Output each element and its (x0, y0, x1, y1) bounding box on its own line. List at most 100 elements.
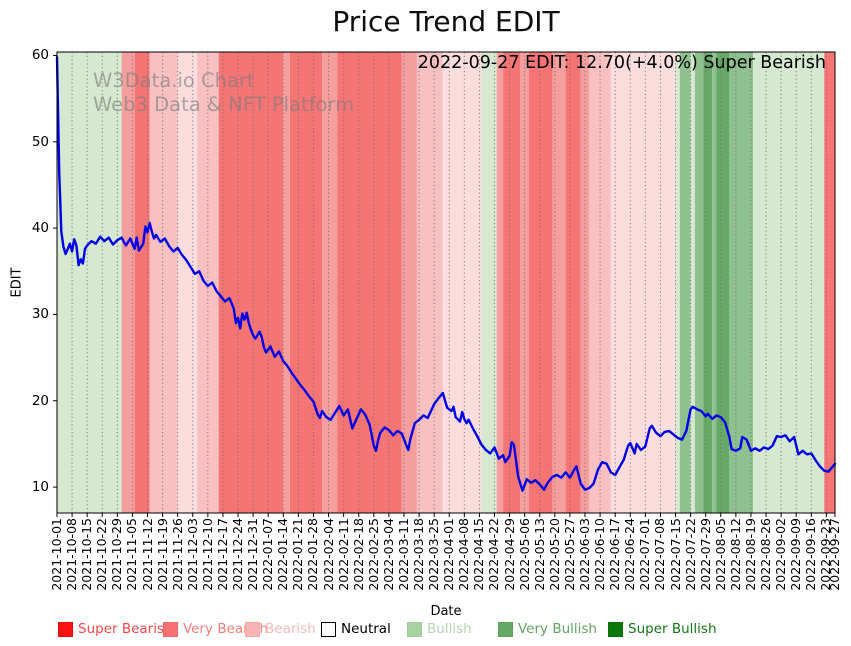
legend-swatch-very-bullish (498, 621, 513, 637)
x-tick-label: 2021-12-03 (184, 518, 200, 591)
sentiment-band-very-bullish (712, 52, 717, 513)
latest-price-annotation: 2022-09-27 EDIT: 12.70(+4.0%) Super Bear… (417, 53, 826, 73)
x-tick-label: 2022-04-15 (471, 518, 487, 591)
y-tick-label: 10 (31, 479, 49, 496)
sentiment-band-super-bearish (503, 52, 521, 513)
sentiment-band-super-bearish (824, 52, 835, 513)
x-tick-label: 2022-03-25 (426, 518, 442, 591)
legend-swatch-bullish (407, 621, 422, 637)
y-tick-label: 20 (31, 392, 49, 409)
x-tick-label: 2021-11-05 (124, 518, 140, 591)
legend-item-very-bullish: Very Bullish (498, 620, 597, 638)
x-tick-label: 2021-10-01 (49, 518, 64, 591)
x-tick-label: 2022-01-14 (275, 518, 291, 591)
sentiment-band-very-bearish (283, 52, 290, 513)
x-tick-label: 2022-04-29 (501, 518, 517, 591)
x-tick-label: 2022-02-18 (350, 518, 366, 591)
sentiment-band-super-bearish (218, 52, 284, 513)
legend-label: Bearish (265, 621, 316, 637)
sentiment-band-super-bearish (289, 52, 323, 513)
x-tick-label: 2022-06-17 (607, 518, 623, 591)
chart-title: Price Trend EDIT (332, 5, 560, 38)
y-tick-label: 40 (31, 220, 49, 237)
sentiment-band-bearish (149, 52, 178, 513)
sentiment-band-bearish-light (177, 52, 198, 513)
sentiment-band-very-bearish (520, 52, 529, 513)
plot-border (56, 51, 836, 514)
sentiment-band-bullish (675, 52, 680, 513)
x-tick-label: 2022-03-04 (380, 518, 396, 591)
x-tick-label: 2022-05-06 (516, 518, 532, 591)
x-tick-label: 2021-10-22 (94, 518, 110, 591)
sentiment-band-very-bearish (121, 52, 135, 513)
x-tick-label: 2022-02-04 (320, 518, 336, 591)
legend-swatch-very-bearish (163, 621, 178, 637)
x-tick-label: 2022-09-09 (788, 518, 804, 591)
sentiment-band-super-bearish (337, 52, 402, 513)
x-tick-label: 2022-06-10 (592, 518, 608, 591)
legend-item-neutral: Neutral (321, 620, 391, 638)
x-tick-label: 2022-02-25 (365, 518, 381, 591)
x-tick-label: 2022-09-27 (827, 518, 842, 591)
legend-item-bearish: Bearish (245, 620, 316, 638)
sentiment-band-very-bullish (679, 52, 691, 513)
legend-label: Bullish (427, 621, 472, 637)
sentiment-band-very-bearish (322, 52, 338, 513)
sentiment-band-bullish (690, 52, 695, 513)
x-tick-label: 2022-05-20 (546, 518, 562, 591)
legend-label: Very Bullish (518, 621, 597, 637)
x-tick-label: 2021-10-29 (109, 518, 125, 591)
sentiment-band-super-bullish (716, 52, 730, 513)
x-tick-label: 2022-03-18 (411, 518, 427, 591)
x-tick-label: 2021-12-24 (230, 518, 246, 591)
x-tick-label: 2022-08-26 (758, 518, 774, 591)
x-tick-label: 2022-03-11 (395, 518, 411, 591)
sentiment-band-bearish-light (610, 52, 676, 513)
x-tick-label: 2021-11-12 (139, 518, 155, 591)
x-tick-label: 2022-01-07 (260, 518, 276, 591)
sentiment-band-very-bullish (694, 52, 704, 513)
sentiment-band-very-bearish (580, 52, 590, 513)
legend-swatch-super-bullish (608, 621, 623, 637)
x-tick-label: 2021-10-15 (79, 518, 95, 591)
x-tick-label: 2021-10-08 (64, 518, 80, 591)
sentiment-band-bearish (589, 52, 611, 513)
watermark-line-2: Web3 Data & NFT Platform (93, 93, 355, 116)
y-tick-label: 60 (31, 47, 49, 64)
x-tick-label: 2022-04-08 (456, 518, 472, 591)
sentiment-band-bearish-light (442, 52, 482, 513)
sentiment-band-bullish (753, 52, 825, 513)
x-tick-label: 2022-02-11 (335, 518, 351, 591)
x-tick-label: 2022-04-22 (486, 518, 502, 591)
x-tick-label: 2022-08-12 (727, 518, 743, 591)
x-tick-label: 2022-05-27 (561, 518, 577, 591)
x-tick-label: 2021-12-31 (245, 518, 261, 591)
sentiment-band-bullish (481, 52, 497, 513)
legend-item-super-bullish: Super Bullish (608, 620, 717, 638)
sentiment-band-super-bearish (134, 52, 150, 513)
price-line (55, 56, 837, 492)
x-tick-label: 2022-07-08 (652, 518, 668, 591)
x-tick-label: 2021-11-26 (169, 518, 185, 591)
legend-swatch-super-bearish (58, 621, 73, 637)
legend-swatch-bearish (245, 621, 260, 637)
x-tick-label: 2022-09-16 (803, 518, 819, 591)
y-tick-label: 30 (31, 306, 49, 323)
legend-label: Super Bearish (78, 621, 173, 637)
sentiment-band-bearish (416, 52, 443, 513)
watermark-line-1: W3Data.io Chart (93, 69, 255, 92)
x-tick-label: 2022-09-02 (773, 518, 789, 591)
sentiment-band-very-bearish (401, 52, 417, 513)
x-tick-label: 2022-06-03 (577, 518, 592, 591)
x-tick-label: 2022-07-15 (667, 518, 683, 591)
legend-label: Super Bullish (628, 621, 717, 637)
sentiment-band-very-bearish (552, 52, 566, 513)
legend-label: Neutral (341, 621, 391, 637)
sentiment-band-very-bearish (496, 52, 504, 513)
x-tick-label: 2022-07-22 (682, 518, 698, 591)
x-tick-label: 2022-01-21 (290, 518, 306, 591)
x-tick-label: 2022-07-01 (637, 518, 653, 591)
x-tick-label: 2022-06-24 (622, 518, 638, 591)
